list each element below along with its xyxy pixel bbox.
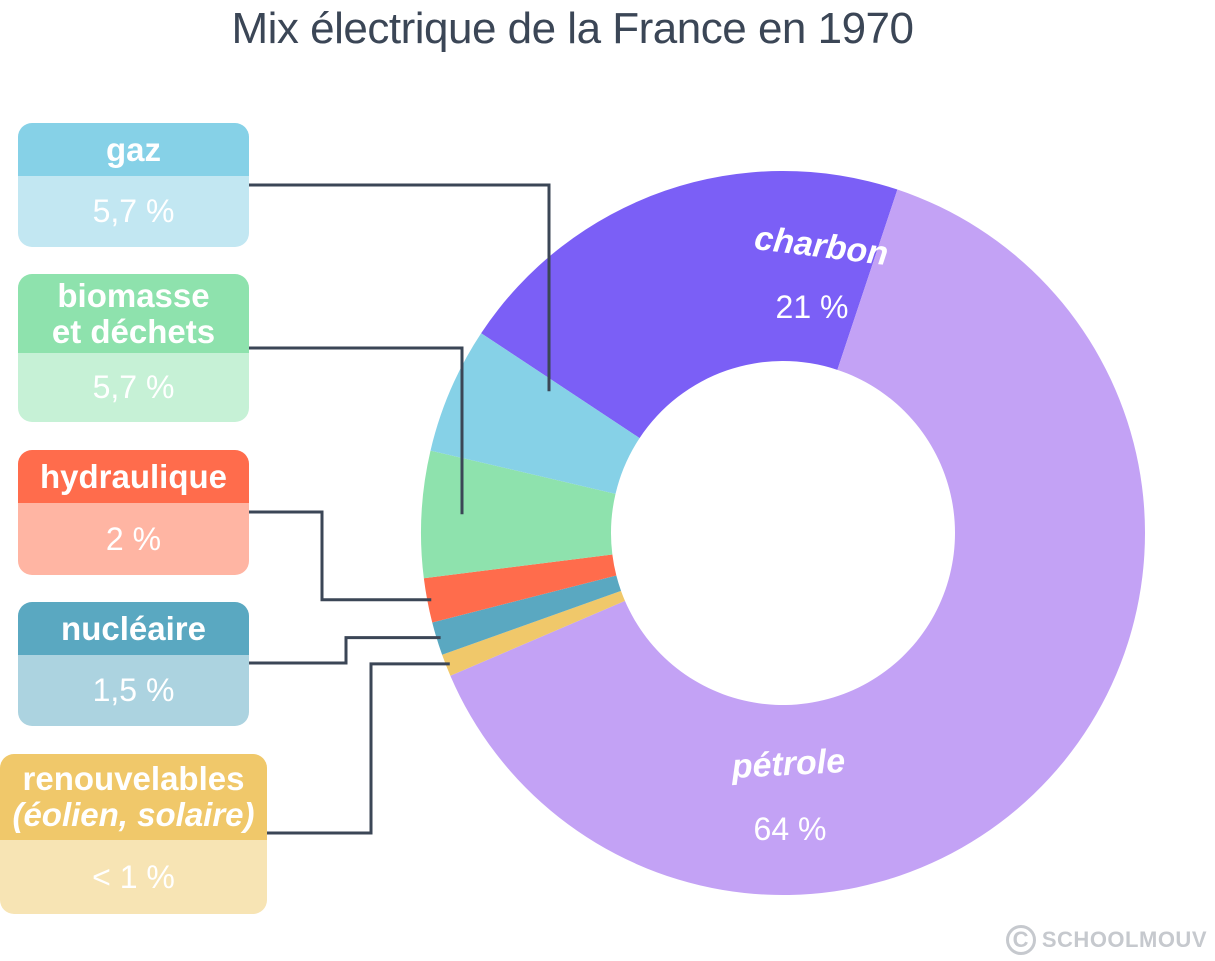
legend-value-gaz: 5,7 % [18, 176, 249, 247]
legend-label-line: renouvelables [22, 760, 245, 797]
donut-slices [421, 171, 1146, 895]
legend-label-biomasse: biomasse et déchets [18, 274, 249, 353]
connector-line [267, 662, 450, 835]
legend-card-gaz: gaz 5,7 % [18, 123, 249, 247]
legend-label-renouvelables: renouvelables (éolien, solaire) [0, 754, 267, 840]
slice-value-charbon: 21 % [776, 289, 849, 325]
connector-line [249, 346, 464, 515]
watermark: C SCHOOLMOUV [1005, 925, 1207, 955]
legend-label-line: biomasse [57, 276, 210, 314]
legend-connectors [249, 183, 551, 835]
legend-label-line: (éolien, solaire) [12, 796, 255, 833]
legend-value-nucleaire: 1,5 % [18, 655, 249, 726]
slice-renouvelables [442, 590, 625, 676]
slice-value-petrole: 64 % [754, 811, 827, 847]
legend-label-nucleaire: nucléaire [18, 602, 249, 655]
legend-value-renouvelables: < 1 % [0, 840, 267, 914]
legend-value-hydraulique: 2 % [18, 503, 249, 575]
chart-title: Mix électrique de la France en 1970 [231, 4, 914, 53]
copyright-icon: C [1005, 925, 1036, 955]
legend-value-biomasse: 5,7 % [18, 353, 249, 422]
legend-card-biomasse: biomasse et déchets 5,7 % [18, 274, 249, 422]
slice-petrole [450, 189, 1146, 895]
legend-label-line: gaz [105, 130, 161, 168]
legend-card-renouvelables: renouvelables (éolien, solaire) < 1 % [0, 754, 267, 914]
legend-label-line: nucléaire [61, 609, 206, 647]
legend-label-gaz: gaz [18, 123, 249, 176]
slice-charbon [481, 171, 898, 439]
slice-label-petrole: pétrole [730, 742, 846, 786]
legend-label-line: hydraulique [39, 457, 228, 495]
legend-card-hydraulique: hydraulique 2 % [18, 450, 249, 575]
slice-gaz [430, 333, 640, 494]
slice-hydraulique [423, 554, 617, 623]
legend-label-hydraulique: hydraulique [18, 450, 249, 503]
legend-label-line: et déchets [51, 312, 216, 350]
connector-line [249, 183, 551, 392]
connector-line [249, 510, 432, 602]
slice-biomasse [421, 450, 616, 579]
slice-nucleaire [432, 575, 622, 655]
watermark-text: SCHOOLMOUV [1041, 927, 1207, 952]
connector-line [249, 636, 441, 665]
legend-card-nucleaire: nucléaire 1,5 % [18, 602, 249, 726]
